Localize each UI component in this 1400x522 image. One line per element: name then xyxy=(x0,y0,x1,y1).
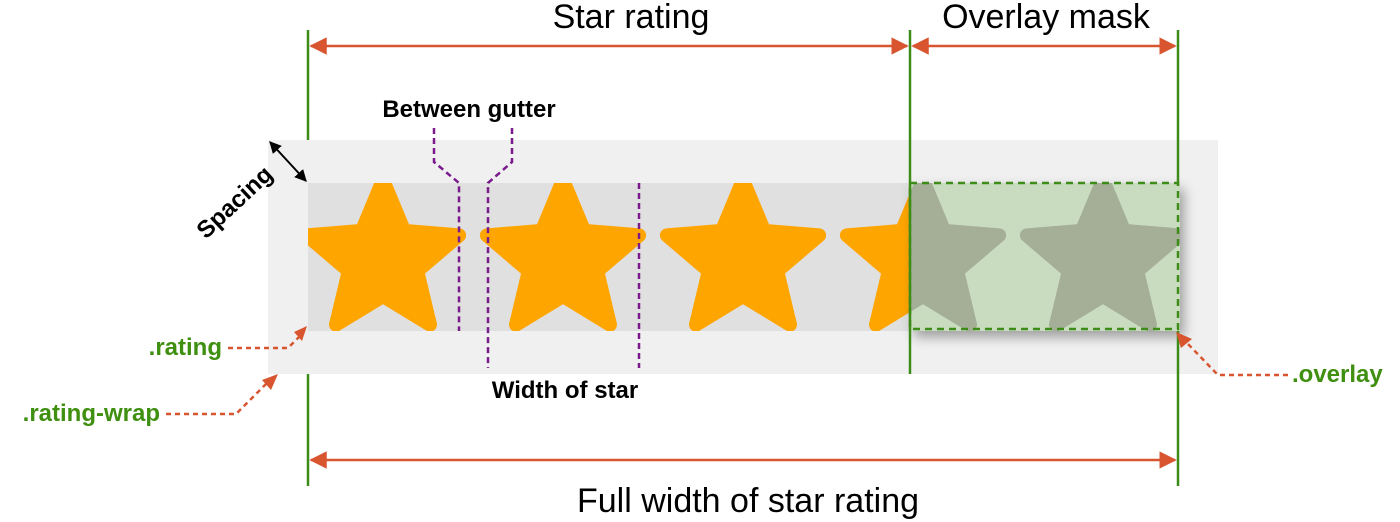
star-4 xyxy=(910,183,1007,331)
stars-visible xyxy=(308,180,1359,331)
star-4 xyxy=(839,193,910,331)
spacing-label: Spacing xyxy=(192,161,279,244)
between-gutter-label: Between gutter xyxy=(382,96,555,123)
star-1 xyxy=(308,183,467,331)
full-width-title: Full width of star rating xyxy=(577,482,919,520)
star-5 xyxy=(1019,183,1180,331)
rating-wrap-class-label: .rating-wrap xyxy=(23,400,160,427)
spacing-arrow xyxy=(269,141,307,182)
width-of-star-label: Width of star xyxy=(492,377,638,404)
gutter-left-line xyxy=(432,128,461,331)
rating-wrap-pointer xyxy=(166,383,267,416)
overlay-class-label: .overlay xyxy=(1292,361,1383,388)
star-6 xyxy=(1207,180,1359,325)
star-2 xyxy=(479,183,647,331)
star-3 xyxy=(659,183,827,331)
rating-class-label: .rating xyxy=(149,334,222,361)
overlay-mask-title: Overlay mask xyxy=(942,0,1151,36)
star-6 xyxy=(1207,180,1359,325)
overlay-dashed-border xyxy=(908,181,1180,331)
star-rating-title: Star rating xyxy=(553,0,710,36)
rating-pointer xyxy=(228,335,301,350)
stars-masked xyxy=(910,180,1359,331)
